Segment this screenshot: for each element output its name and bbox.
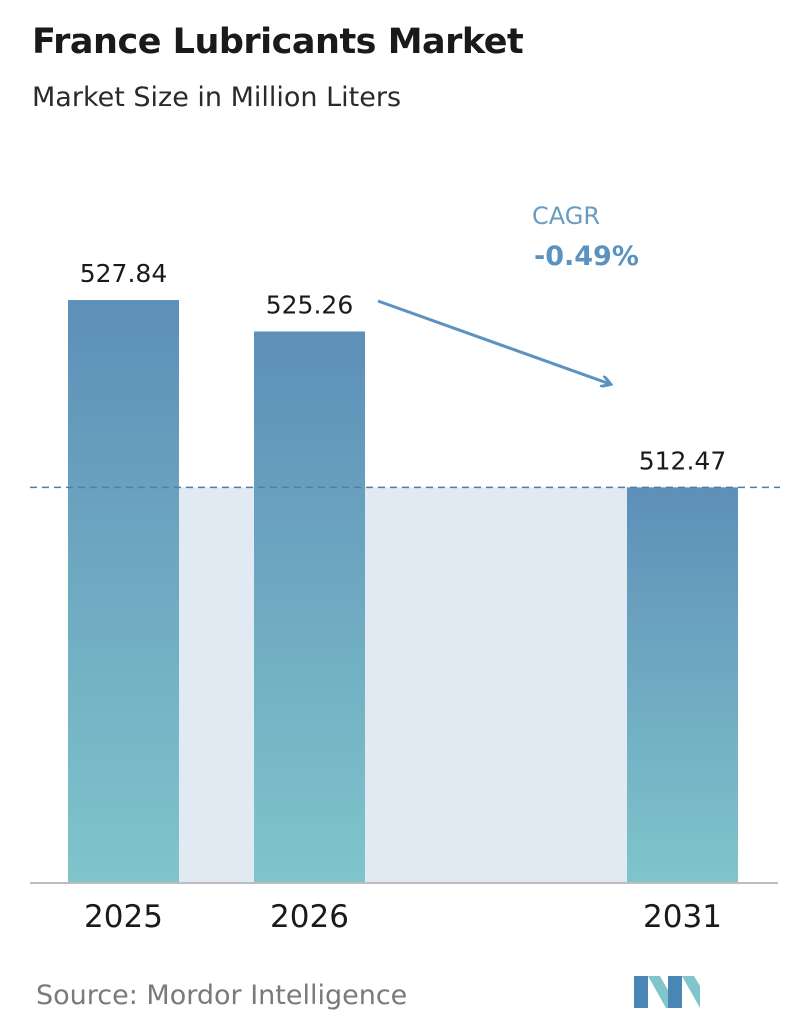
x-tick-label: 2025 (84, 899, 163, 935)
cagr-value: -0.49% (534, 241, 639, 272)
bar-value-label: 512.47 (639, 446, 726, 475)
x-tick-label: 2026 (270, 899, 349, 935)
bar-2026 (254, 331, 365, 884)
bars (68, 300, 738, 884)
source-note: Source: Mordor Intelligence (36, 980, 408, 1011)
chart-subtitle: Market Size in Million Liters (32, 82, 402, 113)
bar-value-label: 527.84 (80, 259, 167, 288)
bar-2031 (627, 487, 738, 883)
bar-2025 (68, 300, 179, 883)
labels: 527.84 2025 525.26 2026 512.47 2031 (80, 259, 726, 935)
bar-value-label: 525.26 (266, 290, 353, 319)
cagr-label: CAGR (532, 202, 600, 230)
x-tick-label: 2031 (643, 899, 722, 935)
background-bands (179, 487, 627, 883)
cagr-arrow (377, 299, 610, 384)
bar-chart: 527.84 2025 525.26 2026 512.47 2031 CAGR -0.4… (30, 202, 780, 935)
mordor-intelligence-logo (634, 976, 700, 1008)
chart-title: France Lubricants Market (32, 22, 524, 62)
background-band (179, 487, 254, 883)
background-band (365, 487, 627, 883)
